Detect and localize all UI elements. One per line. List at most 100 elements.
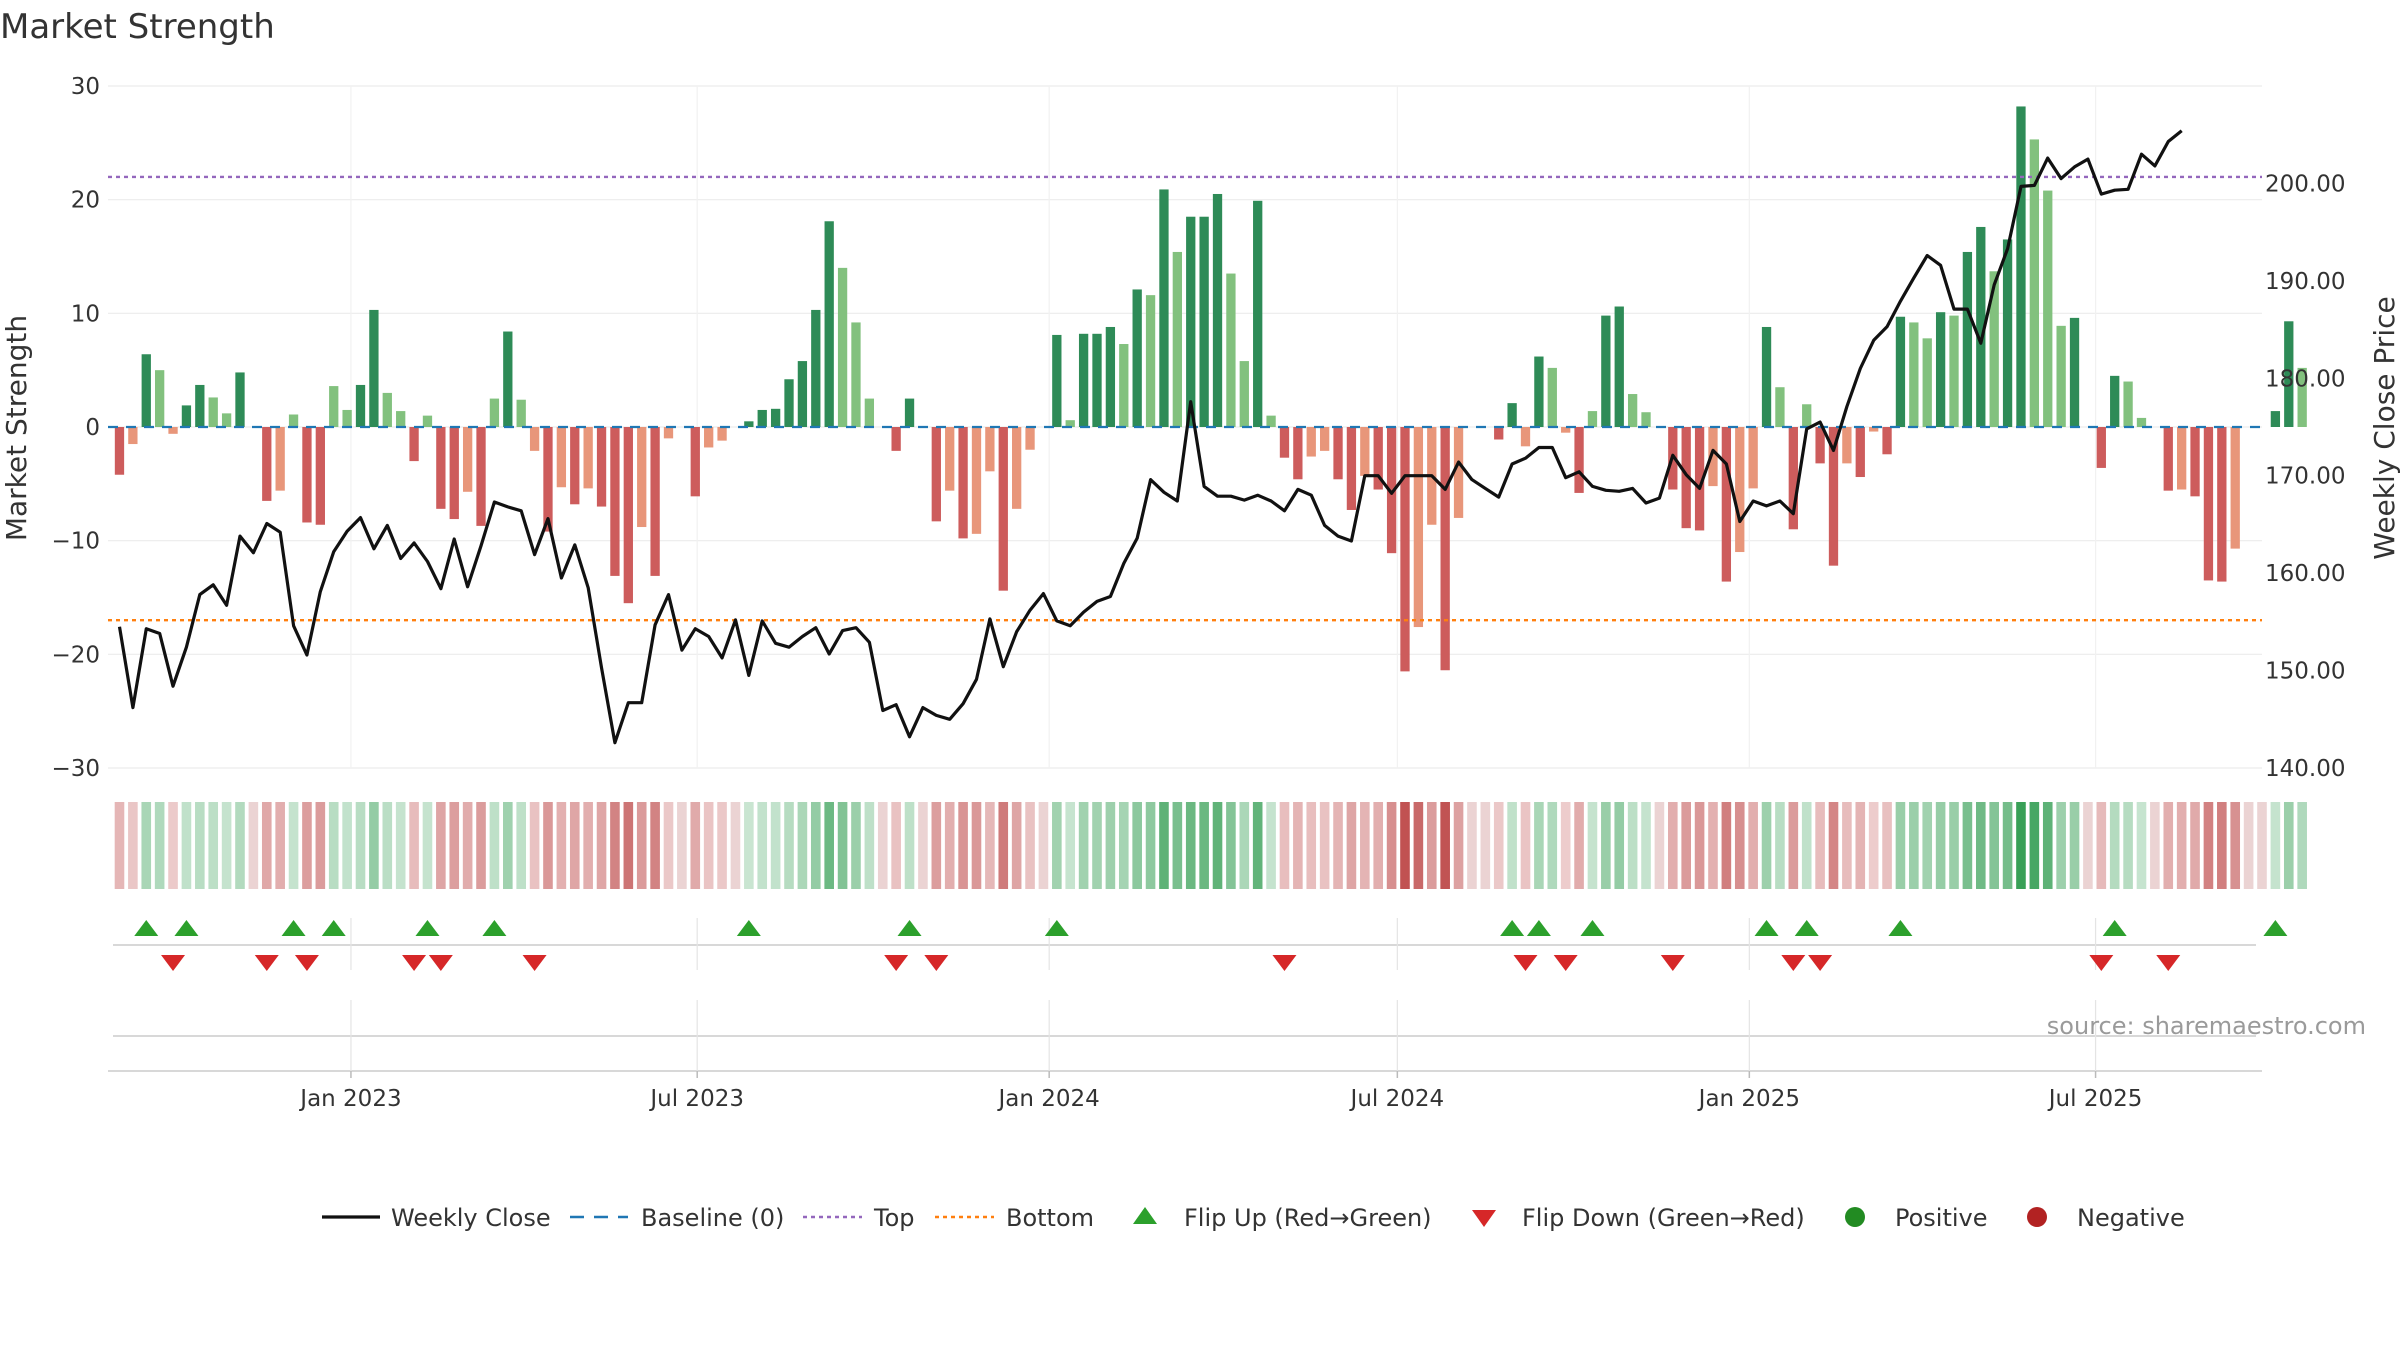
- flip-up-marker: [281, 920, 306, 936]
- strength-bar: [583, 427, 593, 489]
- legend-negative: Negative: [2077, 1204, 2185, 1232]
- flip-down-marker: [1272, 955, 1297, 971]
- flip-down-marker: [428, 955, 453, 971]
- strength-bar: [2230, 427, 2240, 549]
- strength-bar: [2190, 427, 2200, 497]
- strength-bar: [1386, 427, 1397, 554]
- regime-cell: [1105, 802, 1116, 889]
- regime-cell: [1614, 802, 1625, 889]
- legend-positive: Positive: [1895, 1204, 1988, 1232]
- strength-bar: [1788, 427, 1798, 530]
- regime-cell: [1092, 802, 1102, 889]
- y-tick-label: −30: [51, 756, 100, 782]
- regime-cell: [168, 802, 178, 889]
- regime-cell: [1949, 802, 1959, 889]
- strength-bar: [570, 427, 580, 505]
- regime-cell: [2270, 802, 2281, 889]
- strength-bar: [2284, 321, 2294, 427]
- strength-bar: [315, 427, 325, 525]
- y-tick-label: 0: [85, 415, 100, 441]
- regime-cell: [516, 802, 527, 889]
- regime-cell: [208, 802, 219, 889]
- regime-cell: [1467, 802, 1477, 889]
- regime-cell: [1668, 802, 1678, 889]
- strength-bar: [1882, 427, 1892, 455]
- regime-cell: [2029, 802, 2040, 889]
- legend-negative-icon: [2027, 1207, 2047, 1227]
- flip-down-marker: [1553, 955, 1578, 971]
- strength-bar: [1681, 427, 1691, 529]
- strength-bar: [2217, 427, 2227, 582]
- y2-tick-label: 140.00: [2265, 756, 2345, 782]
- strength-bar: [1895, 316, 1906, 427]
- regime-cell: [1895, 802, 1906, 889]
- strength-bar: [2069, 317, 2080, 427]
- strength-bar: [1855, 427, 1865, 478]
- strength-bar: [1574, 427, 1584, 493]
- regime-cell: [1252, 802, 1263, 889]
- strength-bar: [797, 361, 808, 427]
- regime-cell: [1306, 802, 1317, 889]
- strength-bar: [824, 221, 834, 427]
- regime-cell: [1775, 802, 1785, 889]
- strength-bar: [168, 427, 178, 434]
- strength-bar: [1962, 251, 1973, 427]
- flip-down-marker: [2156, 955, 2181, 971]
- legend-flip-up: Flip Up (Red→Green): [1184, 1204, 1432, 1232]
- strength-bar: [2297, 367, 2307, 427]
- regime-cell: [1909, 802, 1919, 889]
- strength-bar: [288, 414, 299, 427]
- regime-cell: [663, 802, 674, 889]
- strength-bar: [1815, 427, 1825, 464]
- strength-bar: [1159, 189, 1169, 427]
- strength-bar: [1306, 427, 1316, 457]
- strength-bar: [2163, 427, 2173, 491]
- x-tick-label: Jan 2025: [1697, 1086, 1800, 1112]
- strength-bar: [1828, 427, 1839, 566]
- strength-bar: [958, 427, 968, 539]
- regime-cell: [1319, 802, 1330, 889]
- regime-cell: [1708, 802, 1718, 889]
- regime-cell: [128, 802, 138, 889]
- regime-cell: [476, 802, 486, 889]
- flip-down-marker: [402, 955, 427, 971]
- lower-panel: [108, 1000, 2262, 1072]
- strength-bar: [2002, 239, 2013, 427]
- strength-bar: [2096, 427, 2106, 468]
- regime-cell: [369, 802, 379, 889]
- regime-cell: [1975, 802, 1986, 889]
- strength-bar: [1507, 403, 1517, 427]
- regime-cell: [650, 802, 660, 889]
- strength-bar: [1748, 427, 1758, 489]
- regime-cell: [1989, 802, 1999, 889]
- strength-bar: [891, 427, 901, 451]
- flip-up-marker: [1794, 920, 1819, 936]
- chart-title: Market Strength: [0, 7, 275, 47]
- strength-bar: [1735, 427, 1745, 553]
- regime-cell: [2150, 802, 2160, 889]
- regime-cell: [1641, 802, 1651, 889]
- strength-bar: [1453, 427, 1464, 518]
- regime-cell: [677, 802, 687, 889]
- regime-cell: [931, 802, 942, 889]
- regime-cell: [1681, 802, 1691, 889]
- regime-cell: [2230, 802, 2241, 889]
- x-axis-ticks: Jan 2023 Jul 2023 Jan 2024 Jul 2024 Jan 2025…: [298, 1071, 2142, 1112]
- regime-cell: [690, 802, 701, 889]
- strength-bar: [342, 409, 352, 427]
- regime-cell: [221, 802, 232, 889]
- regime-cell: [998, 802, 1009, 889]
- strength-bar: [382, 392, 392, 427]
- strength-bar: [1601, 315, 1611, 427]
- strength-bar: [1119, 344, 1129, 427]
- strength-bar: [1400, 427, 1410, 672]
- regime-cell: [462, 802, 473, 889]
- regime-cell: [1761, 802, 1772, 889]
- regime-cell: [141, 802, 152, 889]
- strength-bar: [476, 427, 486, 526]
- flip-down-marker: [254, 955, 279, 971]
- regime-cell: [784, 802, 794, 889]
- flip-up-marker: [321, 920, 346, 936]
- legend-flip-down: Flip Down (Green→Red): [1522, 1204, 1805, 1232]
